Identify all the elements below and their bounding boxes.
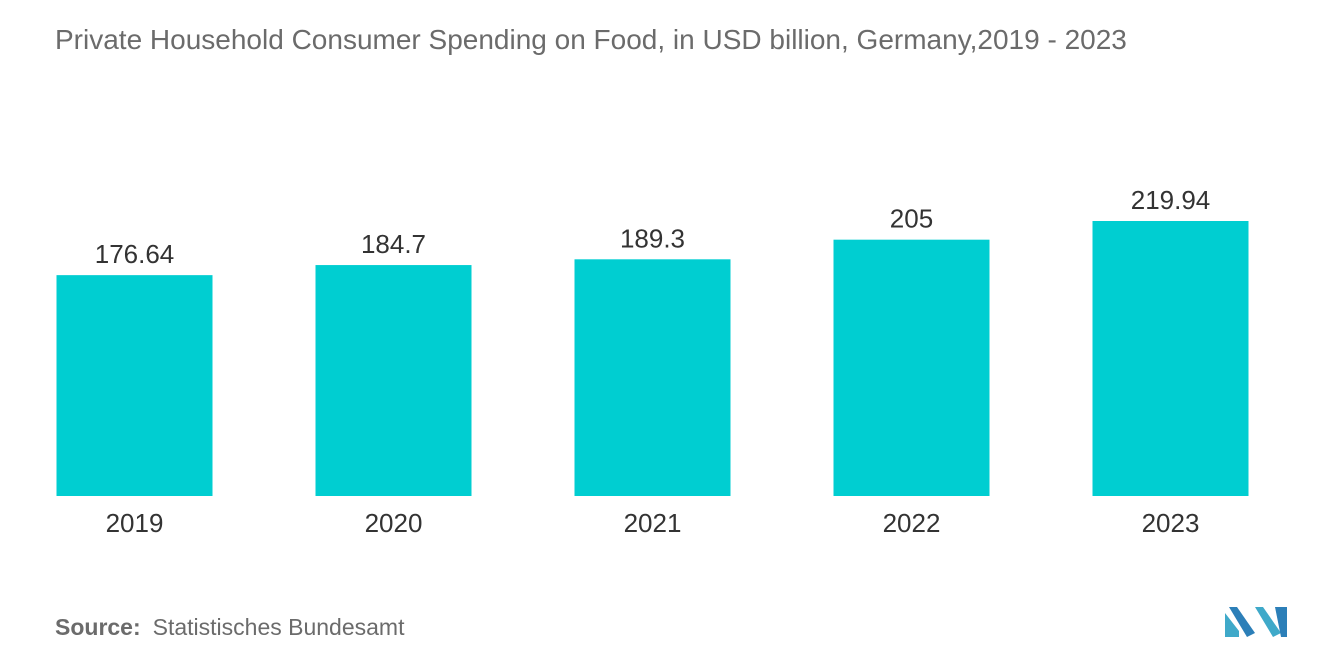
bar-2023 — [1092, 221, 1249, 496]
value-label-2022: 205 — [890, 204, 933, 234]
source-text: Statistisches Bundesamt — [152, 614, 405, 640]
bar-2022 — [833, 239, 990, 496]
x-tick-2020: 2020 — [365, 508, 423, 538]
x-tick-2023: 2023 — [1142, 508, 1200, 538]
x-tick-2019: 2019 — [106, 508, 164, 538]
bar-2020 — [315, 265, 472, 496]
bar-2019 — [56, 275, 213, 496]
value-labels-group: 176.64 184.7 189.3 205 219.94 — [95, 185, 1211, 269]
logo-right-shape — [1275, 607, 1287, 637]
value-label-2021: 189.3 — [620, 223, 685, 253]
source-label: Source: — [55, 614, 141, 640]
logo-right-diagonal — [1255, 607, 1281, 637]
bars-group — [56, 221, 1249, 496]
x-tick-2022: 2022 — [883, 508, 941, 538]
x-axis-tick-labels: 2019 2020 2021 2022 2023 — [106, 508, 1200, 538]
x-tick-2021: 2021 — [624, 508, 682, 538]
logo-left-diagonal — [1229, 607, 1255, 637]
value-label-2020: 184.7 — [361, 229, 426, 259]
bar-2021 — [574, 259, 731, 496]
logo-left-shape — [1225, 613, 1239, 637]
source-line: Source: Statistisches Bundesamt — [55, 614, 404, 641]
mordor-intelligence-logo-icon — [1225, 603, 1289, 644]
value-label-2023: 219.94 — [1131, 185, 1211, 215]
chart-title: Private Household Consumer Spending on F… — [55, 24, 1127, 55]
value-label-2019: 176.64 — [95, 239, 175, 269]
